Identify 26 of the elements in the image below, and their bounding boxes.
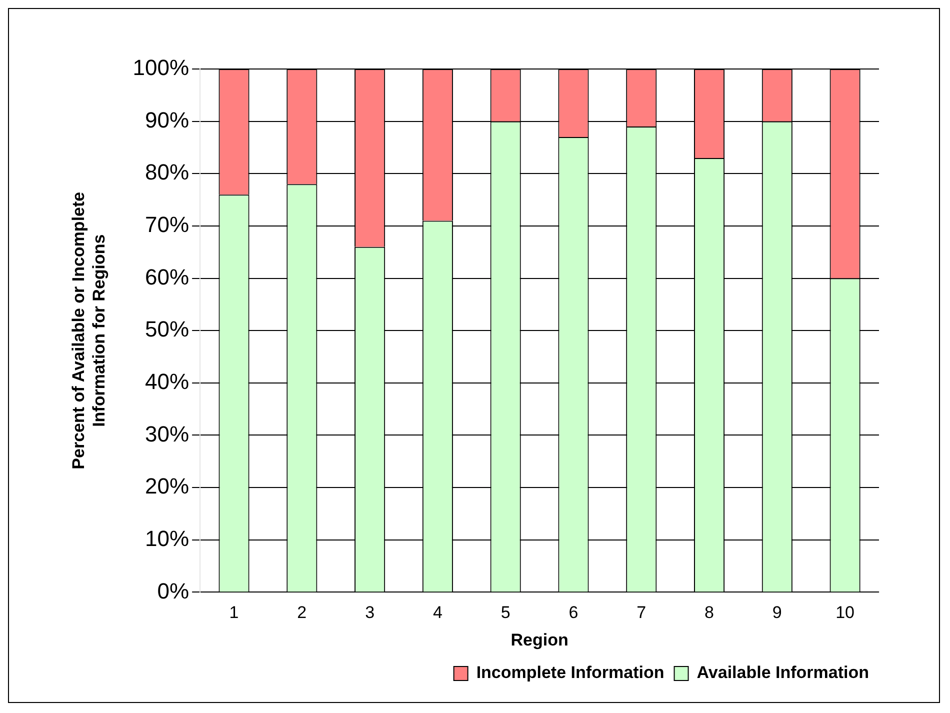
- y-tick-label: 10%: [145, 526, 190, 551]
- x-tick-label: 3: [365, 603, 375, 622]
- legend-label: Available Information: [696, 663, 869, 682]
- y-tick-label: 90%: [145, 107, 190, 132]
- y-tick-label: 100%: [132, 55, 190, 80]
- y-tick-label: 50%: [145, 316, 190, 342]
- x-axis-title: Region: [510, 630, 568, 650]
- text: Percent of Available or Incomplete: [68, 192, 88, 470]
- y-tick-label: 80%: [145, 160, 190, 185]
- x-tick-label: 1: [229, 603, 239, 622]
- y-tick-label: 30%: [145, 421, 190, 446]
- x-tick-label: 9: [772, 603, 782, 622]
- x-tick-label: 2: [297, 603, 307, 622]
- x-tick-label: 6: [568, 603, 578, 622]
- text: Information for Regions: [89, 234, 108, 427]
- y-tick-label: 70%: [145, 212, 190, 238]
- x-tick-label: 4: [432, 603, 442, 622]
- y-tick-label: 20%: [145, 474, 190, 499]
- x-tick-label: 7: [636, 603, 646, 622]
- y-tick-label: 40%: [145, 368, 190, 394]
- x-tick-label: 5: [500, 603, 510, 622]
- x-tick-label: 10: [836, 603, 855, 622]
- y-tick-label: 0%: [157, 578, 190, 604]
- x-tick-label: 8: [704, 603, 714, 622]
- legend-label: Incomplete Information: [476, 663, 664, 682]
- y-tick-label: 60%: [145, 264, 190, 290]
